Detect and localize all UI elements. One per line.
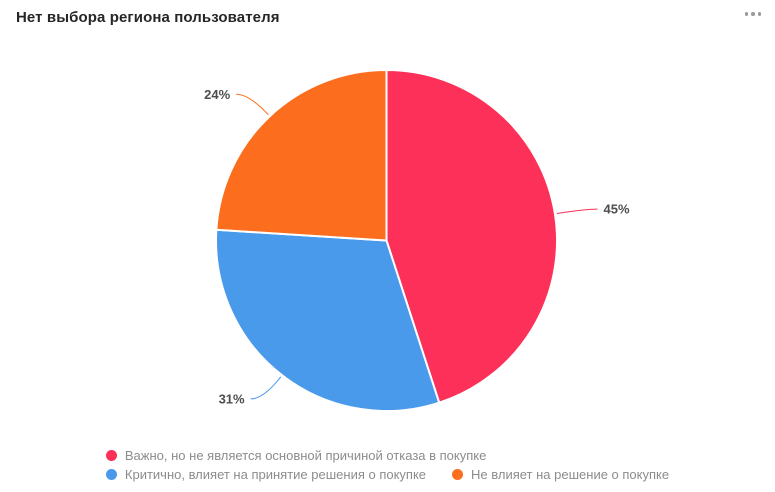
more-menu-button[interactable]: [741, 6, 766, 22]
chart-header: Нет выбора региона пользователя: [0, 0, 775, 34]
legend-dot-icon: [105, 468, 117, 480]
legend-item-label: Не влияет на решение о покупке: [471, 466, 670, 482]
legend-row: Критично, влияет на принятие решения о п…: [105, 466, 669, 482]
legend-dot-icon: [105, 449, 117, 461]
percent-label: 24%: [204, 87, 230, 102]
percent-label: 45%: [604, 202, 630, 217]
more-horizontal-icon: [751, 12, 755, 16]
legend-item-label: Критично, влияет на принятие решения о п…: [124, 466, 427, 482]
label-connector: [556, 208, 598, 214]
legend-item[interactable]: Не влияет на решение о покупке: [452, 467, 669, 482]
legend: Важно, но не является основной причиной …: [0, 444, 775, 482]
pie-slice[interactable]: [215, 69, 388, 242]
label-connector: [250, 376, 282, 400]
label-connector: [236, 93, 269, 116]
legend-box: Важно, но не является основной причиной …: [105, 444, 669, 482]
more-horizontal-icon: [744, 12, 748, 16]
legend-item[interactable]: Важно, но не является основной причиной …: [105, 447, 487, 463]
legend-item[interactable]: Критично, влияет на принятие решения о п…: [105, 466, 427, 482]
legend-row: Важно, но не является основной причиной …: [105, 447, 669, 463]
pie-slice[interactable]: [215, 228, 441, 413]
percent-label: 31%: [219, 391, 245, 406]
pie-slice[interactable]: [385, 69, 559, 404]
legend-dot-icon: [452, 468, 464, 480]
more-horizontal-icon: [757, 12, 761, 16]
legend-item-label: Важно, но не является основной причиной …: [124, 447, 487, 463]
chart-title: Нет выбора региона пользователя: [16, 9, 280, 26]
